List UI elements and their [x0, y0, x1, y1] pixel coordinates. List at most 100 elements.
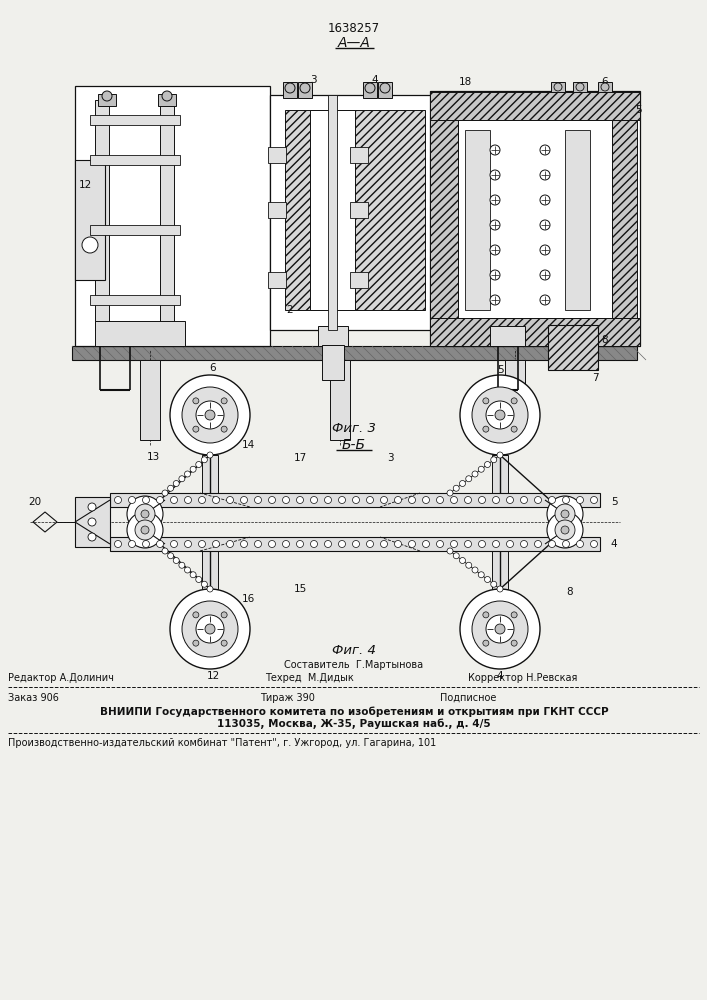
Circle shape [240, 496, 247, 504]
Circle shape [540, 295, 550, 305]
Circle shape [129, 540, 136, 548]
Circle shape [460, 481, 465, 487]
Text: 7: 7 [592, 373, 598, 383]
Text: 18: 18 [458, 77, 472, 87]
Text: А—А: А—А [337, 36, 370, 50]
Text: 1638257: 1638257 [328, 21, 380, 34]
Bar [430, 92, 640, 120]
Circle shape [395, 540, 402, 548]
Circle shape [450, 496, 457, 504]
Bar [612, 120, 637, 318]
Circle shape [353, 540, 359, 548]
Text: 15: 15 [293, 584, 307, 594]
Circle shape [534, 540, 542, 548]
Bar [548, 325, 598, 370]
Bar [98, 94, 116, 106]
Text: Тираж 390: Тираж 390 [260, 693, 315, 703]
Bar [75, 497, 110, 547]
Circle shape [460, 558, 465, 564]
Text: 1: 1 [332, 155, 339, 165]
Bar [160, 100, 174, 330]
Bar [90, 115, 180, 125]
Circle shape [115, 540, 122, 548]
Circle shape [221, 398, 227, 404]
Circle shape [213, 496, 219, 504]
Circle shape [196, 462, 201, 468]
Circle shape [490, 295, 500, 305]
Circle shape [283, 496, 289, 504]
Text: 4: 4 [497, 671, 503, 681]
Circle shape [190, 466, 196, 472]
Circle shape [511, 640, 517, 646]
Text: 6: 6 [602, 77, 608, 87]
Text: 5: 5 [635, 105, 641, 115]
Circle shape [269, 540, 276, 548]
Bar [490, 326, 525, 346]
Circle shape [201, 581, 207, 587]
Circle shape [115, 496, 122, 504]
Bar [458, 120, 612, 318]
Circle shape [185, 567, 190, 573]
Circle shape [199, 540, 206, 548]
Text: Фиг. 4: Фиг. 4 [332, 644, 376, 656]
Bar [75, 160, 105, 280]
Circle shape [196, 576, 201, 582]
Circle shape [506, 540, 513, 548]
Circle shape [511, 398, 517, 404]
Circle shape [563, 540, 570, 548]
Circle shape [173, 481, 180, 487]
Circle shape [170, 375, 250, 455]
Circle shape [549, 540, 556, 548]
Bar [90, 225, 180, 235]
Circle shape [143, 496, 149, 504]
Circle shape [170, 496, 177, 504]
Circle shape [325, 540, 332, 548]
Text: Редактор А.Долинич: Редактор А.Долинич [8, 673, 114, 683]
Circle shape [182, 601, 238, 657]
Circle shape [450, 540, 457, 548]
Circle shape [423, 540, 429, 548]
Text: ВНИИПИ Государственного комитета по изобретениям и открытиям при ГКНТ СССР: ВНИИПИ Государственного комитета по изоб… [100, 707, 608, 717]
Circle shape [82, 237, 98, 253]
Circle shape [472, 471, 478, 477]
Circle shape [555, 520, 575, 540]
Circle shape [486, 615, 514, 643]
Bar [492, 551, 508, 589]
Circle shape [127, 512, 163, 548]
Circle shape [365, 83, 375, 93]
Circle shape [576, 83, 584, 91]
Bar [330, 360, 350, 440]
Circle shape [493, 540, 500, 548]
Circle shape [88, 518, 96, 526]
Circle shape [221, 426, 227, 432]
Bar [90, 155, 180, 165]
Text: Заказ 906: Заказ 906 [8, 693, 59, 703]
Circle shape [168, 553, 174, 559]
Circle shape [464, 540, 472, 548]
Bar [140, 360, 160, 440]
Text: 16: 16 [241, 594, 255, 604]
Text: 113035, Москва, Ж-35, Раушская наб., д. 4/5: 113035, Москва, Ж-35, Раушская наб., д. … [217, 719, 491, 729]
Circle shape [168, 485, 174, 491]
Circle shape [472, 601, 528, 657]
Circle shape [495, 624, 505, 634]
Circle shape [380, 83, 390, 93]
Circle shape [506, 496, 513, 504]
Text: 3: 3 [387, 453, 393, 463]
Circle shape [478, 466, 484, 472]
Bar [90, 295, 180, 305]
Bar [328, 95, 337, 330]
Bar [95, 321, 185, 346]
Circle shape [205, 624, 215, 634]
Bar [298, 82, 312, 98]
Circle shape [141, 510, 149, 518]
Circle shape [179, 476, 185, 482]
Circle shape [464, 496, 472, 504]
Circle shape [205, 410, 215, 420]
Circle shape [484, 462, 491, 468]
Circle shape [300, 83, 310, 93]
Circle shape [547, 496, 583, 532]
Circle shape [460, 375, 540, 455]
Circle shape [339, 540, 346, 548]
Circle shape [156, 496, 163, 504]
